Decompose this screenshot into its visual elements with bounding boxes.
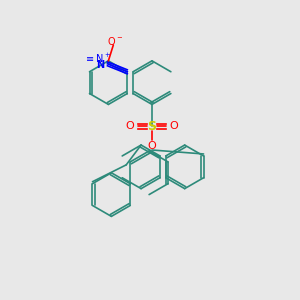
Text: $\mathbf{N}$: $\mathbf{N}$ xyxy=(96,58,106,70)
Text: $\equiv$N$^+$: $\equiv$N$^+$ xyxy=(84,52,111,65)
Text: O: O xyxy=(148,141,156,151)
Text: S: S xyxy=(148,120,157,133)
Text: O: O xyxy=(126,121,135,131)
Text: O$^-$: O$^-$ xyxy=(107,35,123,47)
Text: O: O xyxy=(169,121,178,131)
